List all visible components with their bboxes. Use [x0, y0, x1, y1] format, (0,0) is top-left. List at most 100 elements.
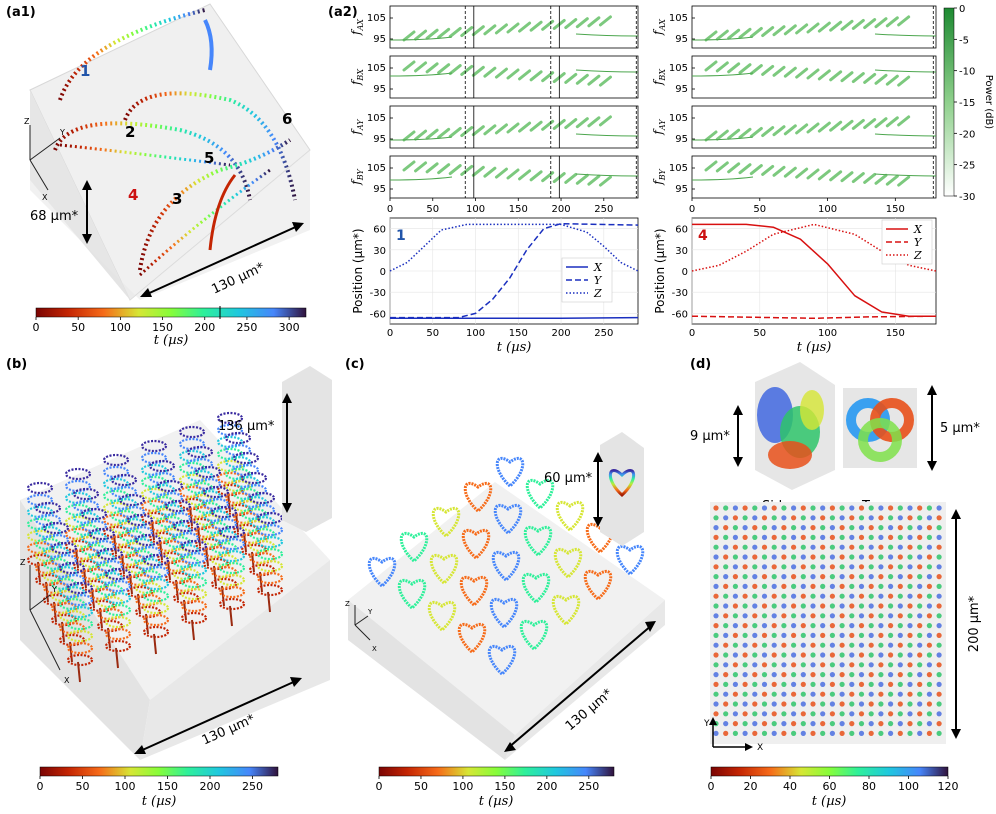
grid-dot	[752, 564, 758, 570]
helix-turn	[210, 517, 238, 531]
grid-dot	[771, 672, 777, 678]
grid-dot	[800, 544, 806, 550]
freq-tone-mark	[897, 115, 911, 127]
grid-dot	[810, 730, 816, 737]
grid-dot	[800, 593, 806, 599]
colorbar-tick-label: 250	[578, 780, 599, 793]
grid-dot	[829, 544, 836, 550]
helix-turn	[180, 551, 208, 565]
svg-text:5 µm*: 5 µm*	[940, 421, 980, 436]
svg-text:Y: Y	[703, 719, 710, 729]
grid-dot	[761, 505, 768, 511]
grid-dot	[820, 505, 826, 511]
freq-tone-mark	[575, 117, 589, 129]
grid-dot	[723, 623, 729, 629]
grid-dot	[926, 574, 933, 580]
series-Y	[390, 222, 639, 319]
position-ytick-label: 60	[373, 225, 386, 236]
helix-turn	[186, 481, 214, 495]
helix-turn	[210, 505, 238, 519]
grid-dot	[732, 554, 739, 560]
grid-dot	[888, 603, 894, 609]
helix-turn	[104, 567, 132, 581]
helix-turn	[102, 525, 130, 539]
a1-axes-triad: Z Y X	[24, 117, 65, 202]
colorbar-tick-label: 0	[37, 780, 44, 793]
freq-tone-mark	[885, 174, 899, 186]
freq-tone-mark	[863, 18, 877, 30]
grid-dot	[771, 515, 777, 521]
freq-tone-mark	[518, 21, 532, 33]
freq-trace	[389, 36, 453, 41]
grid-dot	[742, 534, 748, 541]
grid-dot	[761, 672, 768, 678]
grid-dot	[742, 652, 748, 658]
helix-turn	[256, 535, 284, 549]
freq-tone-mark	[402, 30, 416, 42]
grid-dot	[732, 534, 739, 541]
position-ylabel: Position (µm*)	[351, 228, 365, 313]
grid-dot	[907, 623, 913, 629]
grid-dot	[771, 583, 777, 590]
grid-dot	[849, 515, 855, 521]
grid-dot	[761, 554, 768, 560]
grid-dot	[917, 515, 923, 521]
helix-stem	[77, 661, 81, 683]
grid-dot	[800, 554, 806, 560]
grid-dot	[791, 613, 797, 619]
grid-dot	[752, 574, 758, 580]
helix-turn	[232, 523, 260, 537]
grid-dot	[820, 603, 826, 609]
grid-dot	[761, 574, 768, 580]
grid-dot	[926, 534, 933, 541]
freq-tone-mark	[598, 115, 612, 127]
helix-turn	[96, 559, 124, 573]
grid-dot	[752, 534, 758, 541]
freq-tone-mark	[448, 26, 462, 38]
position-ytick-label: 0	[682, 267, 688, 278]
freq-tone-mark	[897, 175, 911, 187]
grid-dot	[897, 534, 903, 541]
a1-box-front	[30, 90, 310, 300]
grid-dot	[849, 623, 855, 629]
grid-dot	[849, 613, 855, 619]
colorbar-tick-label: 100	[452, 780, 473, 793]
grid-dot	[752, 672, 758, 678]
grid-dot	[791, 691, 797, 697]
helix-turn	[142, 601, 170, 615]
grid-dot	[742, 642, 748, 648]
grid-dot	[791, 603, 797, 609]
heart-shape	[495, 456, 525, 489]
grid-dot	[820, 730, 826, 737]
grid-dot	[800, 613, 806, 619]
grid-dot	[810, 544, 816, 550]
grid-dot	[771, 564, 777, 570]
freq-tone-mark	[749, 26, 763, 38]
grid-dot	[820, 662, 826, 668]
helix-turn	[186, 505, 214, 519]
grid-dot	[829, 603, 836, 609]
helix-turn	[102, 501, 130, 515]
grid-dot	[936, 515, 942, 521]
grid-dot	[888, 721, 894, 727]
grid-dot	[897, 564, 903, 570]
position-xtick-label: 100	[466, 328, 485, 339]
helix-turn	[88, 587, 116, 601]
helix-turn	[240, 519, 268, 533]
helix-turn	[142, 625, 170, 639]
grid-dot	[936, 721, 942, 727]
grid-dot	[771, 613, 777, 619]
grid-dot	[810, 583, 816, 590]
grid-dot	[791, 711, 797, 717]
grid-dot	[917, 534, 923, 541]
grid-dot	[752, 554, 758, 560]
grid-dot	[781, 711, 787, 717]
grid-dot	[878, 544, 884, 550]
grid-dot	[810, 691, 816, 697]
heart-shape	[525, 478, 555, 511]
grid-dot	[781, 613, 787, 619]
freq-tone-mark	[460, 26, 474, 38]
grid-dot	[878, 583, 884, 590]
